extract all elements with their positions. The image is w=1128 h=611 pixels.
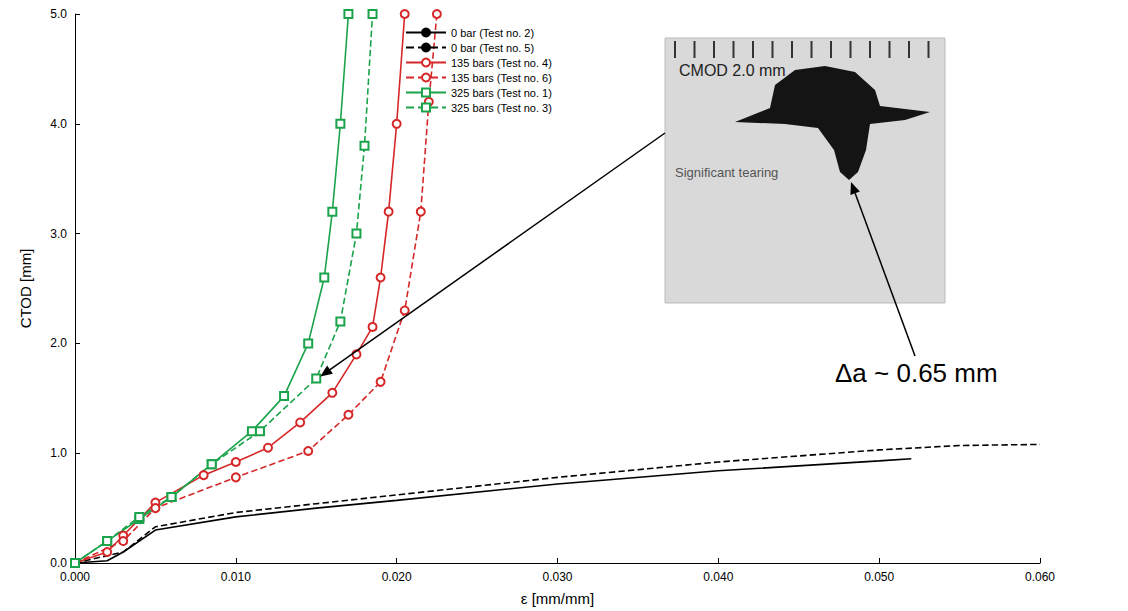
svg-text:0.000: 0.000 xyxy=(60,570,90,584)
svg-text:135 bars (Test no. 4): 135 bars (Test no. 4) xyxy=(451,57,552,69)
svg-text:0.010: 0.010 xyxy=(221,570,251,584)
svg-text:5.0: 5.0 xyxy=(50,7,67,21)
svg-text:2.0: 2.0 xyxy=(50,336,67,350)
svg-text:0 bar (Test no. 5): 0 bar (Test no. 5) xyxy=(451,42,534,54)
svg-text:CTOD [mm]: CTOD [mm] xyxy=(17,249,34,329)
svg-text:0.060: 0.060 xyxy=(1025,570,1055,584)
svg-text:0.0: 0.0 xyxy=(50,556,67,570)
svg-text:1.0: 1.0 xyxy=(50,446,67,460)
svg-text:4.0: 4.0 xyxy=(50,117,67,131)
svg-text:0.040: 0.040 xyxy=(703,570,733,584)
svg-text:CMOD 2.0 mm: CMOD 2.0 mm xyxy=(679,62,786,79)
svg-text:0 bar (Test no. 2): 0 bar (Test no. 2) xyxy=(451,27,534,39)
svg-text:135 bars (Test no. 6): 135 bars (Test no. 6) xyxy=(451,72,552,84)
svg-text:3.0: 3.0 xyxy=(50,227,67,241)
svg-text:0.020: 0.020 xyxy=(382,570,412,584)
svg-text:ε [mm/mm]: ε [mm/mm] xyxy=(521,590,594,607)
svg-text:325 bars (Test no. 1): 325 bars (Test no. 1) xyxy=(451,87,552,99)
svg-text:Significant tearing: Significant tearing xyxy=(675,165,778,180)
svg-text:0.050: 0.050 xyxy=(864,570,894,584)
svg-text:0.030: 0.030 xyxy=(542,570,572,584)
svg-text:Δa ~ 0.65 mm: Δa ~ 0.65 mm xyxy=(835,358,998,388)
svg-text:325 bars (Test no. 3): 325 bars (Test no. 3) xyxy=(451,102,552,114)
